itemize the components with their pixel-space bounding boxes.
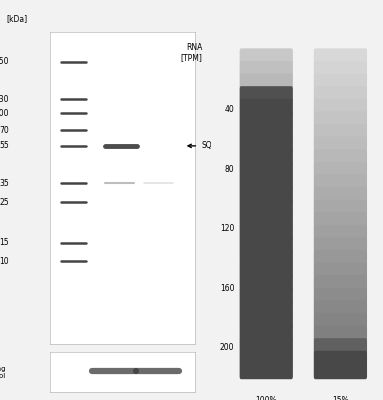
FancyBboxPatch shape bbox=[314, 136, 367, 152]
FancyBboxPatch shape bbox=[240, 338, 293, 354]
Text: 130: 130 bbox=[0, 94, 9, 104]
Text: SQLE: SQLE bbox=[201, 141, 221, 150]
FancyBboxPatch shape bbox=[240, 250, 293, 266]
FancyBboxPatch shape bbox=[314, 237, 367, 253]
FancyBboxPatch shape bbox=[314, 200, 367, 216]
FancyBboxPatch shape bbox=[314, 187, 367, 203]
Text: High: High bbox=[105, 356, 123, 366]
FancyBboxPatch shape bbox=[314, 288, 367, 304]
FancyBboxPatch shape bbox=[240, 48, 293, 64]
FancyBboxPatch shape bbox=[314, 162, 367, 178]
FancyBboxPatch shape bbox=[314, 74, 367, 90]
FancyBboxPatch shape bbox=[314, 338, 367, 354]
Text: 100%: 100% bbox=[255, 396, 277, 400]
FancyBboxPatch shape bbox=[314, 363, 367, 379]
FancyBboxPatch shape bbox=[314, 174, 367, 190]
Text: RNA
[TPM]: RNA [TPM] bbox=[180, 43, 202, 62]
FancyBboxPatch shape bbox=[314, 48, 367, 64]
FancyBboxPatch shape bbox=[314, 111, 367, 127]
FancyBboxPatch shape bbox=[240, 237, 293, 253]
FancyBboxPatch shape bbox=[240, 262, 293, 278]
Text: 80: 80 bbox=[224, 165, 234, 174]
Text: Low: Low bbox=[150, 356, 165, 366]
Text: 120: 120 bbox=[220, 224, 234, 233]
FancyBboxPatch shape bbox=[314, 275, 367, 291]
FancyBboxPatch shape bbox=[314, 351, 367, 367]
FancyBboxPatch shape bbox=[314, 61, 367, 77]
Text: 25: 25 bbox=[0, 198, 9, 206]
FancyBboxPatch shape bbox=[240, 200, 293, 216]
FancyBboxPatch shape bbox=[240, 351, 293, 367]
FancyBboxPatch shape bbox=[240, 124, 293, 140]
Text: 250: 250 bbox=[0, 57, 9, 66]
FancyBboxPatch shape bbox=[314, 212, 367, 228]
FancyBboxPatch shape bbox=[240, 275, 293, 291]
FancyBboxPatch shape bbox=[314, 262, 367, 278]
Text: [kDa]: [kDa] bbox=[6, 14, 27, 23]
FancyBboxPatch shape bbox=[240, 162, 293, 178]
FancyBboxPatch shape bbox=[314, 124, 367, 140]
FancyBboxPatch shape bbox=[240, 363, 293, 379]
Text: 200: 200 bbox=[220, 343, 234, 352]
FancyBboxPatch shape bbox=[240, 74, 293, 90]
FancyBboxPatch shape bbox=[240, 288, 293, 304]
FancyBboxPatch shape bbox=[240, 300, 293, 316]
FancyBboxPatch shape bbox=[314, 86, 367, 102]
FancyBboxPatch shape bbox=[240, 174, 293, 190]
Text: 15: 15 bbox=[0, 238, 9, 247]
FancyBboxPatch shape bbox=[240, 136, 293, 152]
Text: 100: 100 bbox=[0, 109, 9, 118]
FancyBboxPatch shape bbox=[240, 326, 293, 342]
FancyBboxPatch shape bbox=[314, 300, 367, 316]
Text: 10: 10 bbox=[0, 257, 9, 266]
FancyBboxPatch shape bbox=[240, 99, 293, 115]
FancyBboxPatch shape bbox=[240, 313, 293, 329]
Text: 55: 55 bbox=[0, 141, 9, 150]
FancyBboxPatch shape bbox=[240, 111, 293, 127]
FancyBboxPatch shape bbox=[240, 86, 293, 102]
FancyBboxPatch shape bbox=[240, 212, 293, 228]
FancyBboxPatch shape bbox=[240, 61, 293, 77]
FancyBboxPatch shape bbox=[314, 250, 367, 266]
FancyBboxPatch shape bbox=[314, 313, 367, 329]
Text: 15%: 15% bbox=[332, 396, 349, 400]
Text: 35: 35 bbox=[0, 179, 9, 188]
FancyBboxPatch shape bbox=[314, 149, 367, 165]
FancyBboxPatch shape bbox=[314, 99, 367, 115]
Text: 160: 160 bbox=[220, 284, 234, 293]
FancyBboxPatch shape bbox=[240, 187, 293, 203]
Text: 40: 40 bbox=[224, 105, 234, 114]
FancyBboxPatch shape bbox=[240, 149, 293, 165]
FancyBboxPatch shape bbox=[314, 225, 367, 241]
FancyBboxPatch shape bbox=[240, 225, 293, 241]
FancyBboxPatch shape bbox=[314, 326, 367, 342]
Text: Loading
Control: Loading Control bbox=[0, 366, 6, 378]
Text: 70: 70 bbox=[0, 126, 9, 135]
